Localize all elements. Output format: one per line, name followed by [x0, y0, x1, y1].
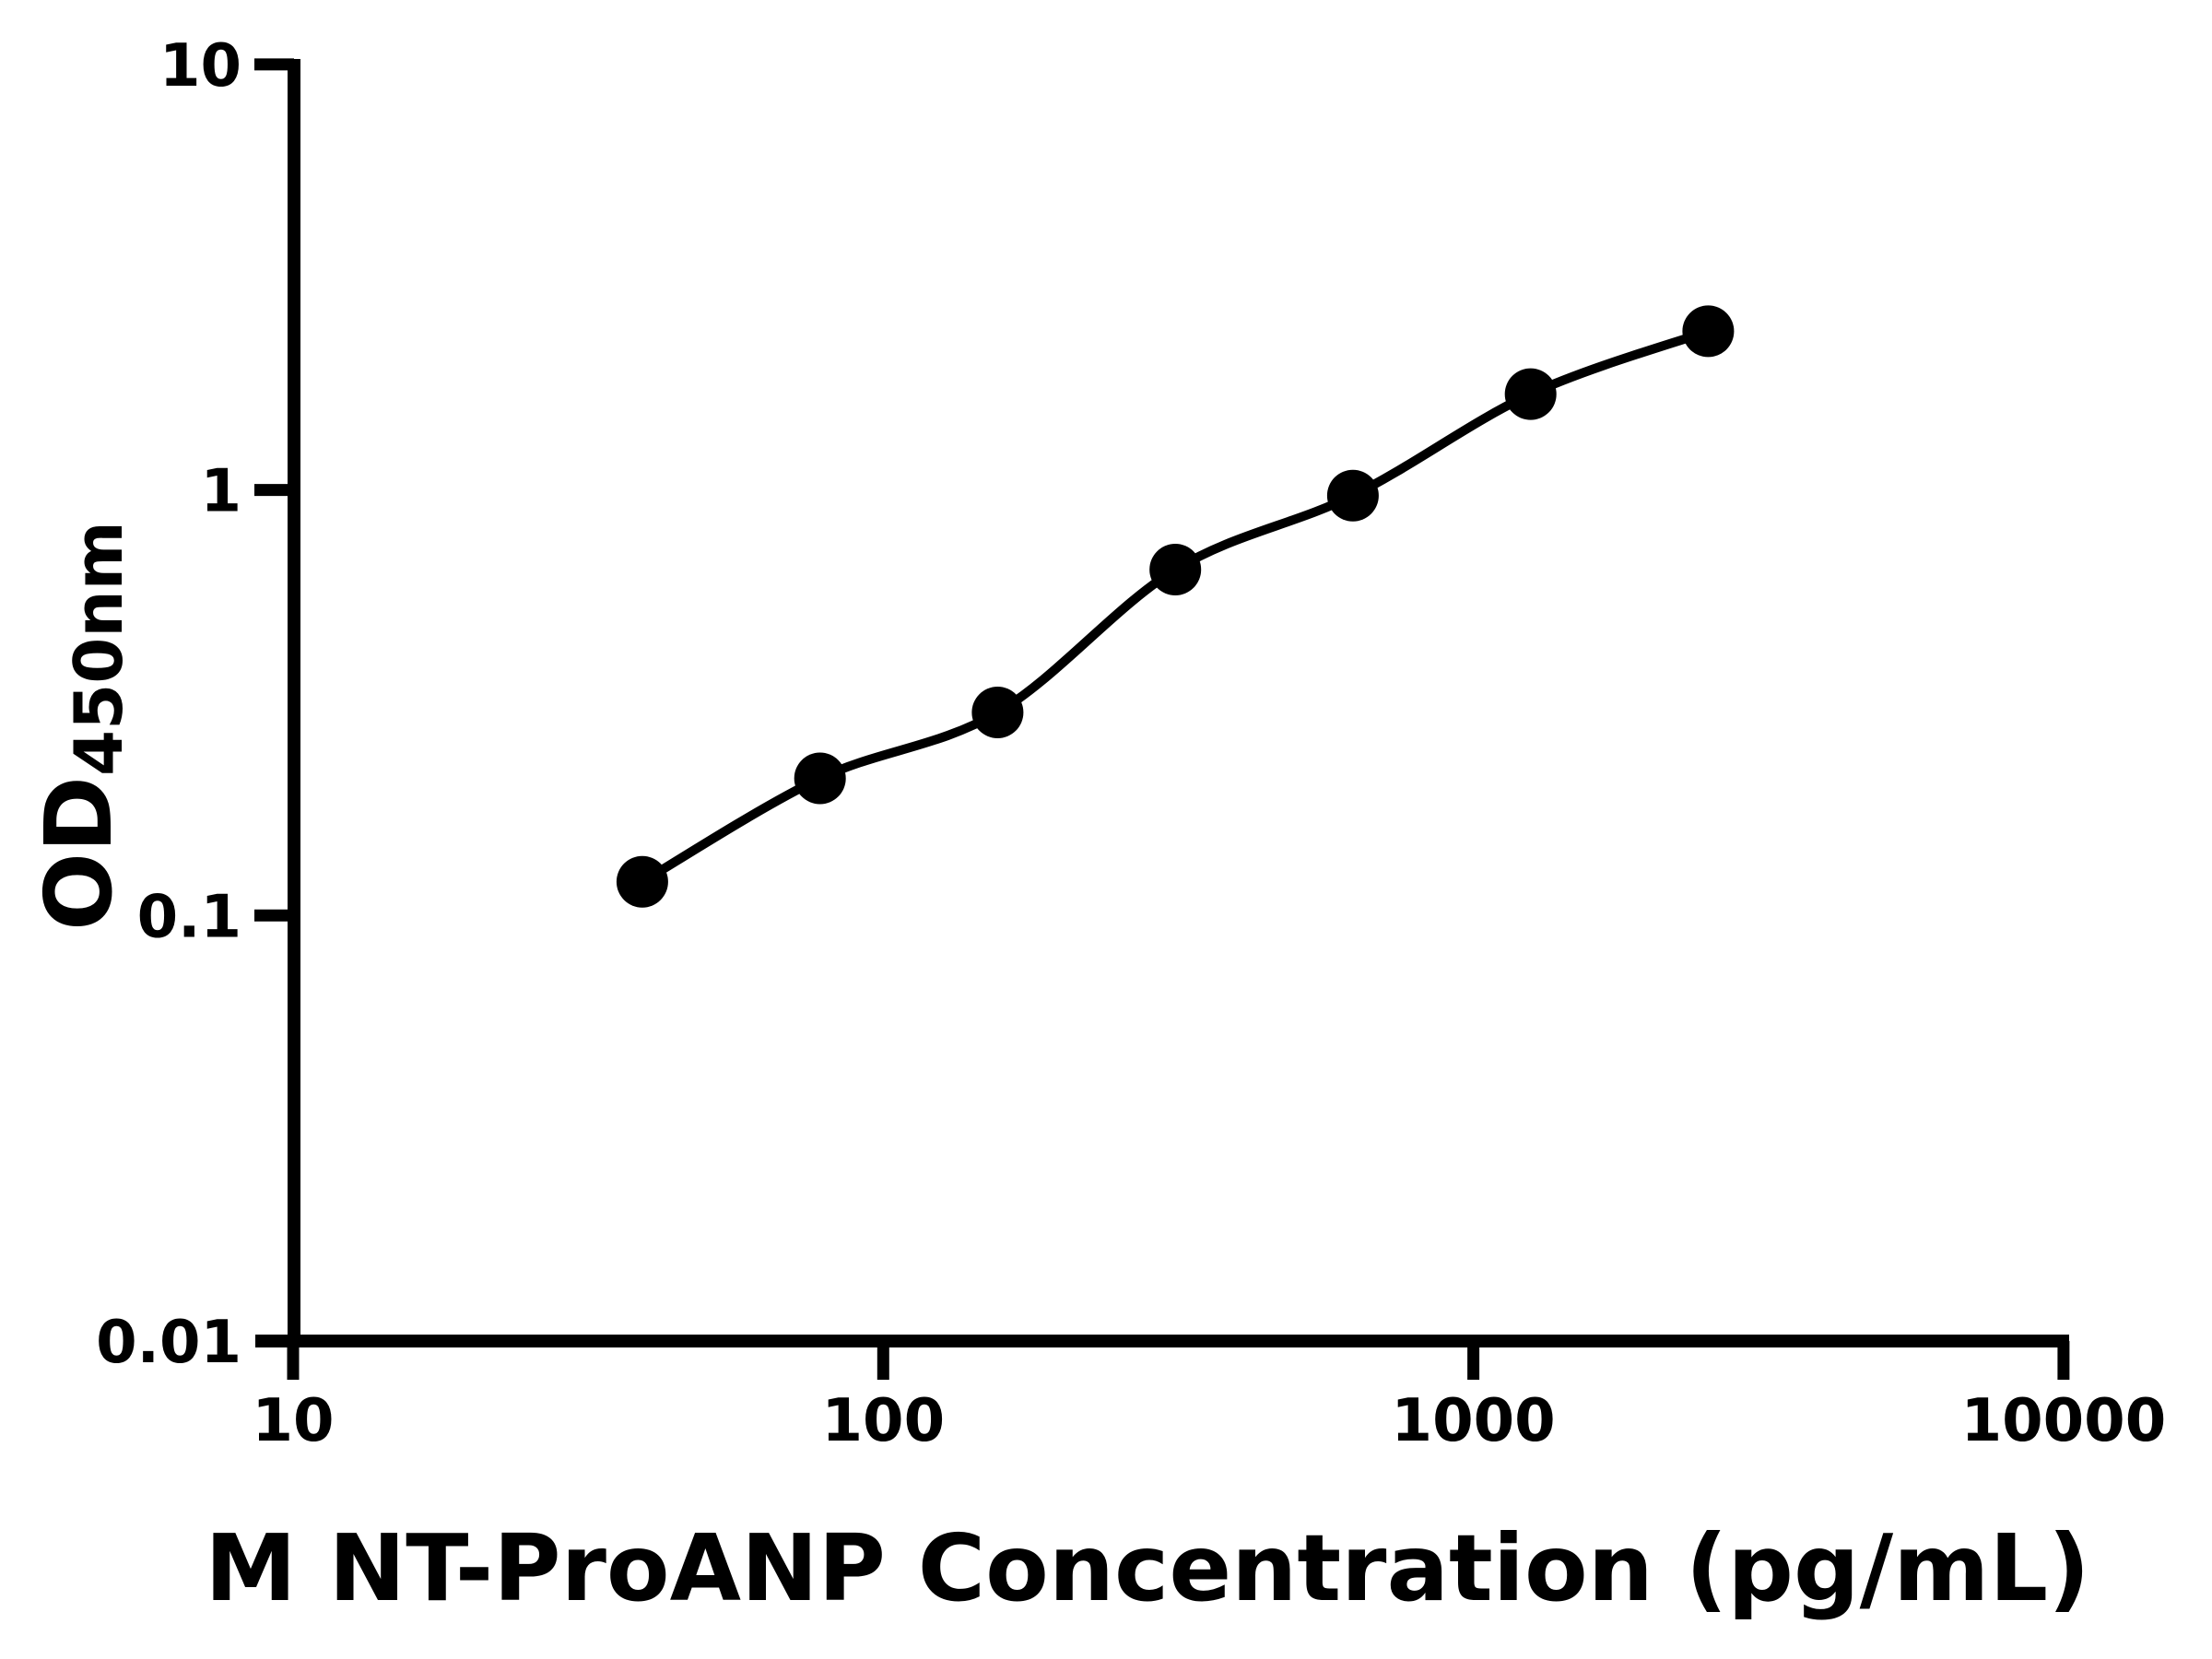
y-axis-tick-labels: 10 1 0.1 0.01	[96, 32, 241, 1377]
x-tick-label-10: 10	[252, 1387, 334, 1455]
y-tick-label-0.01: 0.01	[96, 1309, 241, 1377]
data-point-156.25	[971, 687, 1024, 738]
x-tick-label-10000: 10000	[1961, 1387, 2167, 1455]
data-series	[616, 305, 1735, 908]
x-tick-label-1000: 1000	[1392, 1387, 1556, 1455]
x-axis-ticks	[287, 1341, 2070, 1380]
axes: 10 1 0.1 0.01 10 100 1000 10000	[96, 32, 2166, 1455]
data-point-78.13	[794, 752, 846, 805]
y-axis-ticks	[254, 58, 294, 922]
y-axis-title-main: OD	[25, 776, 133, 931]
data-point-2500	[1682, 305, 1735, 358]
x-axis-tick-labels: 10 100 1000 10000	[252, 1387, 2166, 1455]
data-point-39.06	[616, 855, 668, 908]
data-point-312.5	[1149, 544, 1202, 595]
x-axis-title: M NT-ProANP Concentration (pg/mL)	[205, 1514, 2090, 1622]
y-tick-label-1: 1	[200, 458, 241, 526]
data-points	[616, 305, 1735, 908]
fit-curve	[637, 326, 1713, 887]
y-tick-label-0.1: 0.1	[137, 883, 241, 951]
y-axis-title-subscript: 450nm	[60, 521, 137, 776]
y-tick-label-10: 10	[159, 32, 241, 100]
y-axis-title: OD450nm	[25, 521, 137, 931]
data-point-1250	[1504, 368, 1557, 420]
x-tick-label-100: 100	[822, 1387, 946, 1455]
data-point-625	[1326, 469, 1379, 522]
